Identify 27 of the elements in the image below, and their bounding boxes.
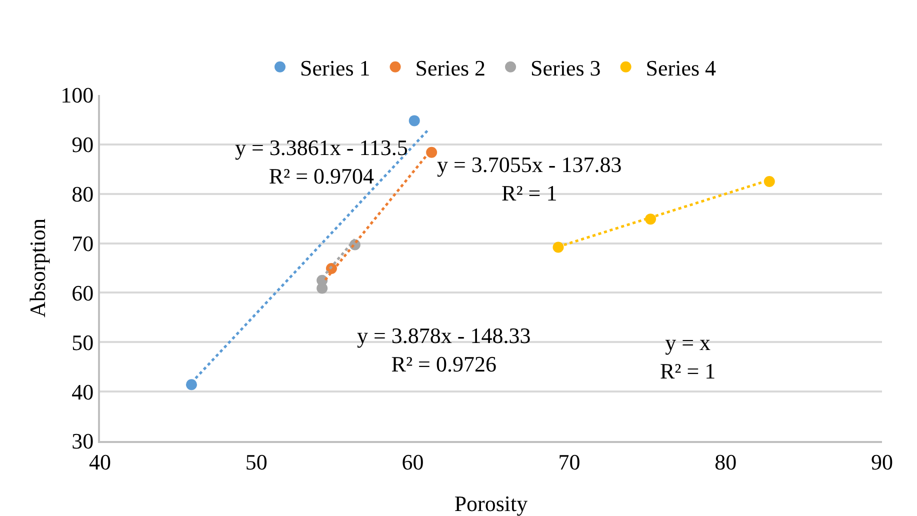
x-tick-label: 50 — [245, 449, 268, 474]
x-tick-label: 60 — [402, 449, 424, 474]
point — [552, 242, 564, 253]
y-axis-title: Absorption — [25, 218, 50, 318]
y-tick-label: 90 — [72, 132, 94, 158]
y-tick-label: 70 — [72, 230, 94, 256]
point — [408, 115, 420, 126]
x-tick-label: 70 — [558, 449, 580, 474]
y-tick-label: 60 — [72, 280, 94, 306]
annotation: y = 3.7055x - 137.83 R² = 1 — [437, 152, 622, 206]
x-tick-label: 80 — [714, 449, 737, 474]
annotation: y = x R² = 1 — [660, 330, 716, 384]
legend-label: Series 2 — [415, 55, 486, 80]
annotation: y = 3.3861x - 113.5 R² = 0.9704 — [235, 135, 408, 189]
legend-label: Series 4 — [646, 55, 716, 80]
x-axis-title: Porosity — [454, 491, 528, 516]
y-tick-label: 100 — [60, 82, 94, 108]
point — [426, 146, 438, 158]
x-tick-label: 90 — [871, 449, 893, 474]
annotation: y = 3.878x - 148.33 R² = 0.9726 — [357, 323, 531, 377]
point — [764, 176, 775, 187]
legend-label: Series 1 — [300, 55, 370, 80]
point — [186, 379, 197, 390]
y-tick-label: 50 — [72, 330, 94, 355]
y-tick-label: 80 — [72, 182, 94, 207]
y-tick-label: 40 — [72, 379, 94, 404]
legend-label: Series 3 — [530, 55, 601, 80]
